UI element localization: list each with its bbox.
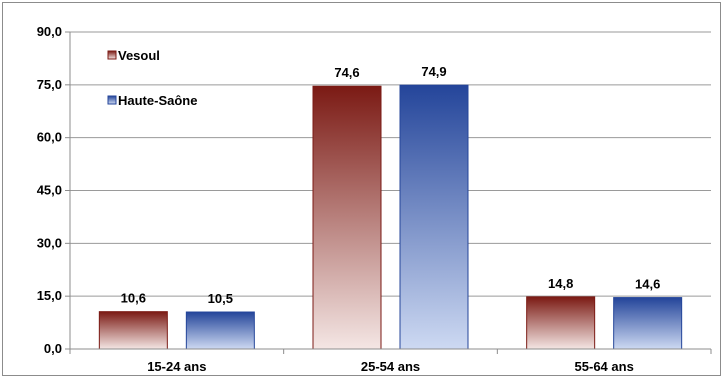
bar-haute-sa-ne-1 <box>185 311 255 350</box>
gridlines <box>70 31 711 297</box>
y-tick-label: 45,0 <box>37 183 62 198</box>
data-label: 14,8 <box>548 276 573 291</box>
bar-haute-sa-ne-3 <box>613 297 683 350</box>
y-tick-label: 75,0 <box>37 77 62 92</box>
bar-vesoul-3 <box>526 296 596 350</box>
y-tick-label: 60,0 <box>37 130 62 145</box>
bar-haute-sa-ne-2 <box>399 84 469 350</box>
x-tick-label: 55-64 ans <box>575 359 634 374</box>
data-label: 10,6 <box>121 291 146 306</box>
legend: Vesoul Haute-Saône <box>107 48 197 108</box>
axes: 0,0 15,0 30,0 45,0 60,0 75,0 90,0 15-24 ans 25-5… <box>37 24 712 374</box>
y-tick-label: 0,0 <box>44 341 62 356</box>
bar-vesoul-1 <box>98 311 168 350</box>
bars <box>98 84 683 350</box>
y-tick-label: 15,0 <box>37 288 62 303</box>
bar-vesoul-2 <box>312 85 382 350</box>
x-tick-label: 15-24 ans <box>147 359 206 374</box>
legend-swatch <box>107 95 117 105</box>
legend-label: Vesoul <box>118 48 160 63</box>
y-tick-label: 90,0 <box>37 24 62 39</box>
data-label: 74,9 <box>421 64 446 79</box>
data-label: 74,6 <box>334 65 359 80</box>
data-label: 10,5 <box>208 291 233 306</box>
y-tick-label: 30,0 <box>37 235 62 250</box>
legend-label: Haute-Saône <box>118 93 197 108</box>
legend-swatch <box>107 50 117 60</box>
x-tick-label: 25-54 ans <box>361 359 420 374</box>
data-label: 14,6 <box>635 277 660 292</box>
labels: 10,6 10,5 74,6 74,9 14,8 14,6 <box>121 64 661 306</box>
